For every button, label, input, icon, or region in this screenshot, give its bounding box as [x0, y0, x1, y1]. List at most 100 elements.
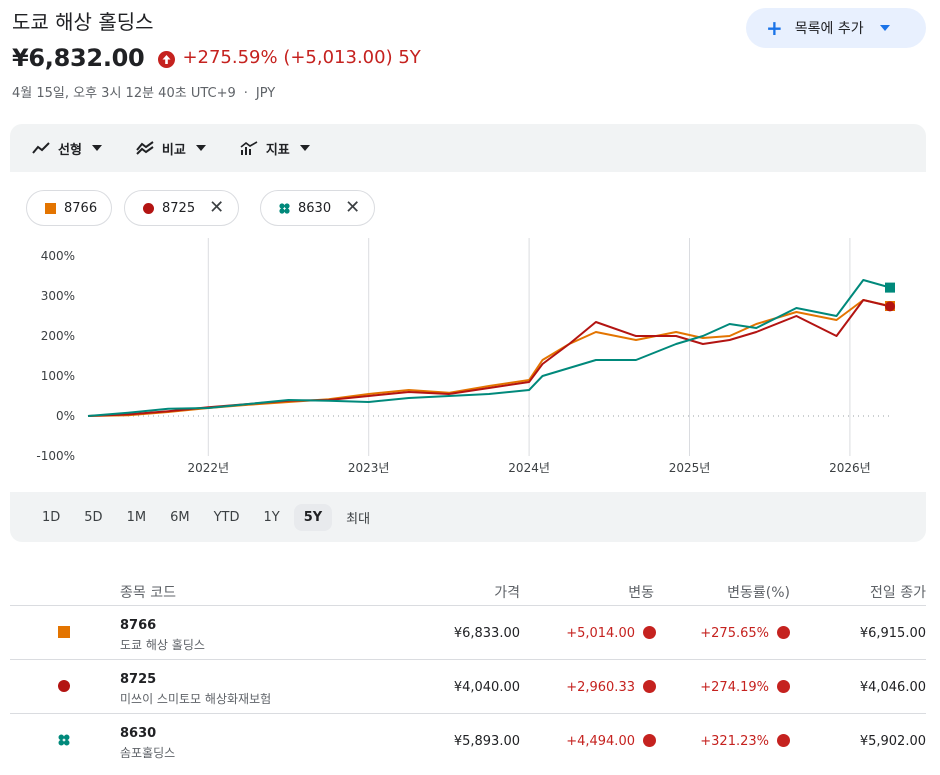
row-code: 8630 [120, 726, 157, 741]
chevron-down-icon [195, 145, 206, 151]
row-code: 8766 [120, 618, 157, 633]
row-percent: +321.23% [700, 734, 790, 749]
row-percent: +275.65% [700, 626, 790, 641]
row-previous-close: ¥5,902.00 [859, 734, 926, 749]
remove-8725-close-icon[interactable]: ✕ [209, 197, 225, 218]
row-percent-value: +274.19% [700, 680, 769, 695]
arrow-up-icon [777, 626, 790, 639]
timestamp: 4월 15일, 오후 3시 12분 40초 UTC+9 [12, 86, 236, 101]
row-change-value: +4,494.00 [566, 734, 635, 749]
circle-marker-icon [143, 202, 154, 214]
comparison-chip-8766[interactable]: 8766 [26, 190, 113, 226]
arrow-up-icon [643, 680, 656, 693]
range-ytd[interactable]: YTD [213, 509, 240, 525]
chevron-down-icon [91, 145, 102, 151]
range-최대[interactable]: 최대 [346, 511, 371, 527]
line-chart-icon [32, 142, 50, 154]
price-change-text: +275.59% (+5,013.00) 5Y [182, 47, 421, 68]
remove-8630-close-icon[interactable]: ✕ [345, 197, 361, 218]
range-1m[interactable]: 1M [126, 509, 147, 525]
price-row: ¥6,832.00 +275.59% (+5,013.00) 5Y [12, 44, 421, 72]
linear-scale-label: 선형 [58, 142, 82, 158]
chart-toolbar: 선형 비교 지표 [10, 124, 926, 172]
currency: JPY [255, 86, 276, 101]
time-range-selector: 1D 5D 1M 6M YTD 1Y 5Y 최대 [10, 492, 926, 542]
row-code: 8725 [120, 672, 157, 687]
header-previous-close: 전일 종가 [870, 585, 926, 601]
dropdown-caret-icon[interactable] [879, 25, 890, 31]
comparison-table: 종목 코드 가격 변동 변동률(%) 전일 종가 8766 도쿄 해상 홀딩스 … [10, 574, 926, 768]
row-price: ¥6,833.00 [453, 626, 520, 641]
chip-label: 8725 [162, 200, 196, 216]
y-tick-label: 0% [56, 409, 75, 423]
table-row[interactable]: 8630 솜포홀딩스 ¥5,893.00 +4,494.00 +321.23% … [10, 714, 926, 768]
row-change: +2,960.33 [566, 680, 656, 695]
x-tick-label: 2025년 [669, 461, 711, 475]
price-change: +275.59% (+5,013.00) 5Y [158, 47, 421, 68]
row-previous-close: ¥4,046.00 [859, 680, 926, 695]
arrow-up-icon [643, 626, 656, 639]
square-marker-icon [45, 202, 56, 214]
range-5y[interactable]: 5Y [293, 503, 333, 531]
row-change-value: +5,014.00 [566, 626, 635, 641]
compare-button[interactable]: 비교 [136, 139, 206, 158]
x-tick-label: 2026년 [829, 461, 871, 475]
series-end-marker-8630 [885, 282, 895, 293]
row-change-value: +2,960.33 [566, 680, 635, 695]
header-change: 변동 [628, 585, 654, 601]
row-previous-close: ¥6,915.00 [859, 626, 926, 641]
table-row[interactable]: 8725 미쓰이 스미토모 해상화재보험 ¥4,040.00 +2,960.33… [10, 660, 926, 714]
row-change: +4,494.00 [566, 734, 656, 749]
row-name: 도쿄 해상 홀딩스 [120, 638, 205, 652]
y-tick-label: 300% [41, 289, 75, 303]
plot-area: 8766 8725 ✕ 8630 ✕ 400% 300% 200% 100% 0% -10… [10, 172, 926, 492]
range-1y[interactable]: 1Y [263, 509, 280, 525]
timestamp-line: 4월 15일, 오후 3시 12분 40초 UTC+9 · JPY [12, 82, 275, 101]
current-price: ¥6,832.00 [12, 44, 145, 72]
arrow-up-icon [158, 51, 176, 68]
row-name: 미쓰이 스미토모 해상화재보험 [120, 692, 272, 706]
range-5d[interactable]: 5D [84, 509, 103, 525]
chip-label: 8766 [64, 200, 98, 216]
arrow-up-icon [643, 734, 656, 747]
compare-label: 비교 [161, 142, 186, 158]
row-percent: +274.19% [700, 680, 790, 695]
row-change: +5,014.00 [566, 626, 656, 641]
indicators-icon [240, 141, 258, 155]
series-end-marker-8725 [885, 301, 895, 312]
chip-label: 8630 [298, 200, 332, 216]
x-tick-label: 2024년 [508, 461, 550, 475]
row-price: ¥4,040.00 [453, 680, 520, 695]
row-name: 솜포홀딩스 [120, 746, 176, 760]
add-to-watchlist-button[interactable]: + 목록에 추가 [746, 8, 926, 48]
header-price: 가격 [494, 585, 520, 601]
circle-marker-icon [58, 680, 70, 692]
header-percent: 변동률(%) [727, 585, 790, 601]
indicators-button[interactable]: 지표 [240, 139, 310, 158]
chart-card: 선형 비교 지표 8766 8725 ✕ 8630 ✕ [10, 124, 926, 542]
row-price: ¥5,893.00 [453, 734, 520, 749]
range-6m[interactable]: 6M [170, 509, 190, 525]
page-title: 도쿄 해상 홀딩스 [12, 10, 154, 34]
x-tick-label: 2023년 [348, 461, 390, 475]
arrow-up-icon [777, 680, 790, 693]
range-1d[interactable]: 1D [42, 509, 61, 525]
row-percent-value: +275.65% [700, 626, 769, 641]
comparison-chip-8725[interactable]: 8725 ✕ [124, 190, 240, 226]
comparison-line-chart[interactable]: 400% 300% 200% 100% 0% -100% 2022년 2023년 2024년 2… [10, 172, 926, 492]
table-row[interactable]: 8766 도쿄 해상 홀딩스 ¥6,833.00 +5,014.00 +275.… [10, 606, 926, 660]
arrow-up-icon [777, 734, 790, 747]
comparison-chip-8630[interactable]: 8630 ✕ [260, 190, 376, 226]
row-percent-value: +321.23% [700, 734, 769, 749]
indicators-label: 지표 [265, 142, 290, 158]
linear-scale-button[interactable]: 선형 [32, 139, 102, 158]
y-tick-label: 200% [41, 329, 75, 343]
header-symbol: 종목 코드 [120, 585, 176, 601]
clover-marker-icon [58, 734, 70, 746]
separator-dot: · [243, 86, 248, 101]
chevron-down-icon [299, 145, 310, 151]
x-tick-label: 2022년 [188, 461, 230, 475]
table-header: 종목 코드 가격 변동 변동률(%) 전일 종가 [10, 574, 926, 606]
add-to-watchlist-label: 목록에 추가 [794, 21, 864, 37]
square-marker-icon [58, 626, 70, 638]
